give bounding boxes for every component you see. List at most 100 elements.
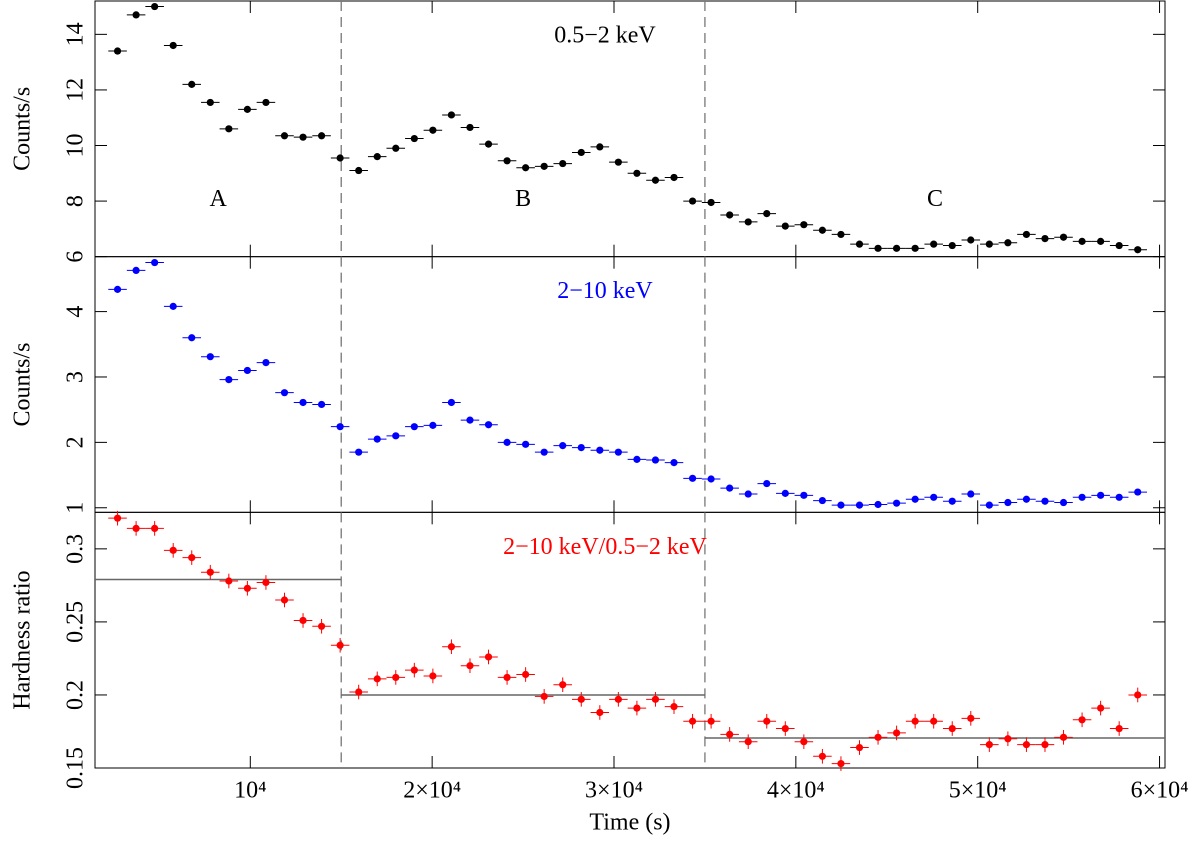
data-point bbox=[113, 47, 122, 55]
y-tick-label: 0.2 bbox=[63, 680, 89, 710]
data-point bbox=[447, 643, 456, 651]
data-point bbox=[151, 524, 159, 533]
x-tick-label: 6×10⁴ bbox=[1131, 778, 1189, 804]
data-point bbox=[874, 500, 882, 509]
y-tick-label: 12 bbox=[63, 78, 89, 102]
data-point bbox=[1078, 493, 1086, 501]
data-point bbox=[1097, 704, 1105, 712]
data-point bbox=[1059, 733, 1068, 741]
data-point bbox=[559, 681, 567, 689]
data-point bbox=[948, 497, 956, 505]
data-point bbox=[466, 123, 474, 132]
data-point bbox=[151, 2, 159, 11]
data-point bbox=[837, 501, 845, 509]
data-point bbox=[781, 489, 789, 497]
data-point bbox=[1097, 237, 1105, 245]
data-point bbox=[892, 244, 901, 252]
data-point bbox=[614, 158, 622, 166]
data-point bbox=[763, 479, 771, 488]
data-point bbox=[651, 456, 660, 464]
data-point bbox=[892, 729, 901, 737]
y-tick-label: 0.3 bbox=[63, 534, 89, 564]
data-point bbox=[1115, 493, 1123, 501]
data-point bbox=[373, 153, 381, 161]
data-point bbox=[540, 692, 548, 701]
data-point bbox=[818, 752, 826, 760]
data-point bbox=[1022, 495, 1031, 503]
data-point bbox=[355, 448, 363, 456]
data-point bbox=[596, 446, 604, 454]
data-point bbox=[206, 353, 214, 361]
y-axis-label: Counts/s bbox=[10, 87, 36, 171]
y-tick-label: 4 bbox=[63, 306, 89, 318]
data-point bbox=[410, 666, 418, 674]
data-point bbox=[1078, 237, 1086, 245]
data-point bbox=[967, 236, 975, 244]
data-point bbox=[707, 198, 715, 207]
data-point bbox=[206, 568, 214, 576]
data-point bbox=[169, 546, 177, 554]
data-point bbox=[1078, 716, 1086, 724]
y-tick-label: 0.25 bbox=[63, 601, 89, 643]
data-point bbox=[522, 440, 530, 448]
data-point bbox=[299, 398, 307, 407]
data-point bbox=[763, 717, 771, 725]
data-point bbox=[243, 584, 251, 592]
data-point bbox=[911, 495, 919, 503]
data-point bbox=[132, 266, 140, 274]
y-tick-label: 2 bbox=[63, 436, 89, 448]
data-point bbox=[707, 475, 715, 483]
data-point bbox=[429, 421, 437, 429]
data-point bbox=[670, 173, 678, 182]
data-point bbox=[1115, 241, 1123, 250]
data-point bbox=[837, 760, 845, 768]
data-point bbox=[874, 244, 882, 252]
data-point bbox=[225, 577, 233, 585]
data-point bbox=[874, 733, 882, 741]
data-point bbox=[763, 209, 771, 218]
data-point bbox=[818, 226, 826, 234]
data-point bbox=[336, 423, 344, 431]
data-point bbox=[781, 222, 789, 230]
data-point bbox=[484, 653, 493, 661]
data-point bbox=[299, 133, 307, 141]
data-point bbox=[188, 334, 196, 342]
data-point bbox=[1004, 735, 1012, 743]
data-point bbox=[744, 738, 752, 746]
data-point bbox=[930, 717, 938, 725]
data-point bbox=[206, 98, 214, 107]
data-point bbox=[892, 499, 901, 507]
data-point bbox=[169, 302, 177, 310]
data-point bbox=[744, 218, 752, 226]
data-point bbox=[1041, 741, 1049, 749]
data-point bbox=[985, 501, 993, 509]
data-point bbox=[930, 493, 938, 501]
data-point bbox=[373, 675, 381, 683]
data-point bbox=[1041, 497, 1049, 505]
data-point bbox=[262, 578, 270, 587]
data-point bbox=[1134, 488, 1142, 496]
data-point bbox=[985, 240, 993, 248]
data-point bbox=[225, 375, 233, 384]
data-point bbox=[688, 197, 697, 205]
data-point bbox=[429, 672, 437, 680]
data-point bbox=[726, 730, 734, 738]
data-point bbox=[633, 704, 641, 712]
data-point bbox=[1022, 741, 1031, 749]
data-point bbox=[484, 140, 493, 148]
data-point bbox=[1134, 691, 1142, 699]
data-point bbox=[985, 741, 993, 749]
data-point bbox=[577, 148, 585, 157]
y-tick-label: 14 bbox=[62, 22, 88, 46]
y-tick-label: 8 bbox=[63, 195, 89, 207]
data-point bbox=[800, 221, 808, 229]
data-point bbox=[392, 673, 400, 682]
data-point bbox=[503, 438, 511, 446]
data-point bbox=[800, 491, 808, 499]
data-point bbox=[651, 695, 660, 703]
data-point bbox=[614, 695, 622, 703]
y-tick-label: 6 bbox=[63, 251, 89, 263]
data-point bbox=[522, 670, 530, 679]
data-point bbox=[132, 524, 140, 533]
data-point bbox=[355, 688, 363, 696]
